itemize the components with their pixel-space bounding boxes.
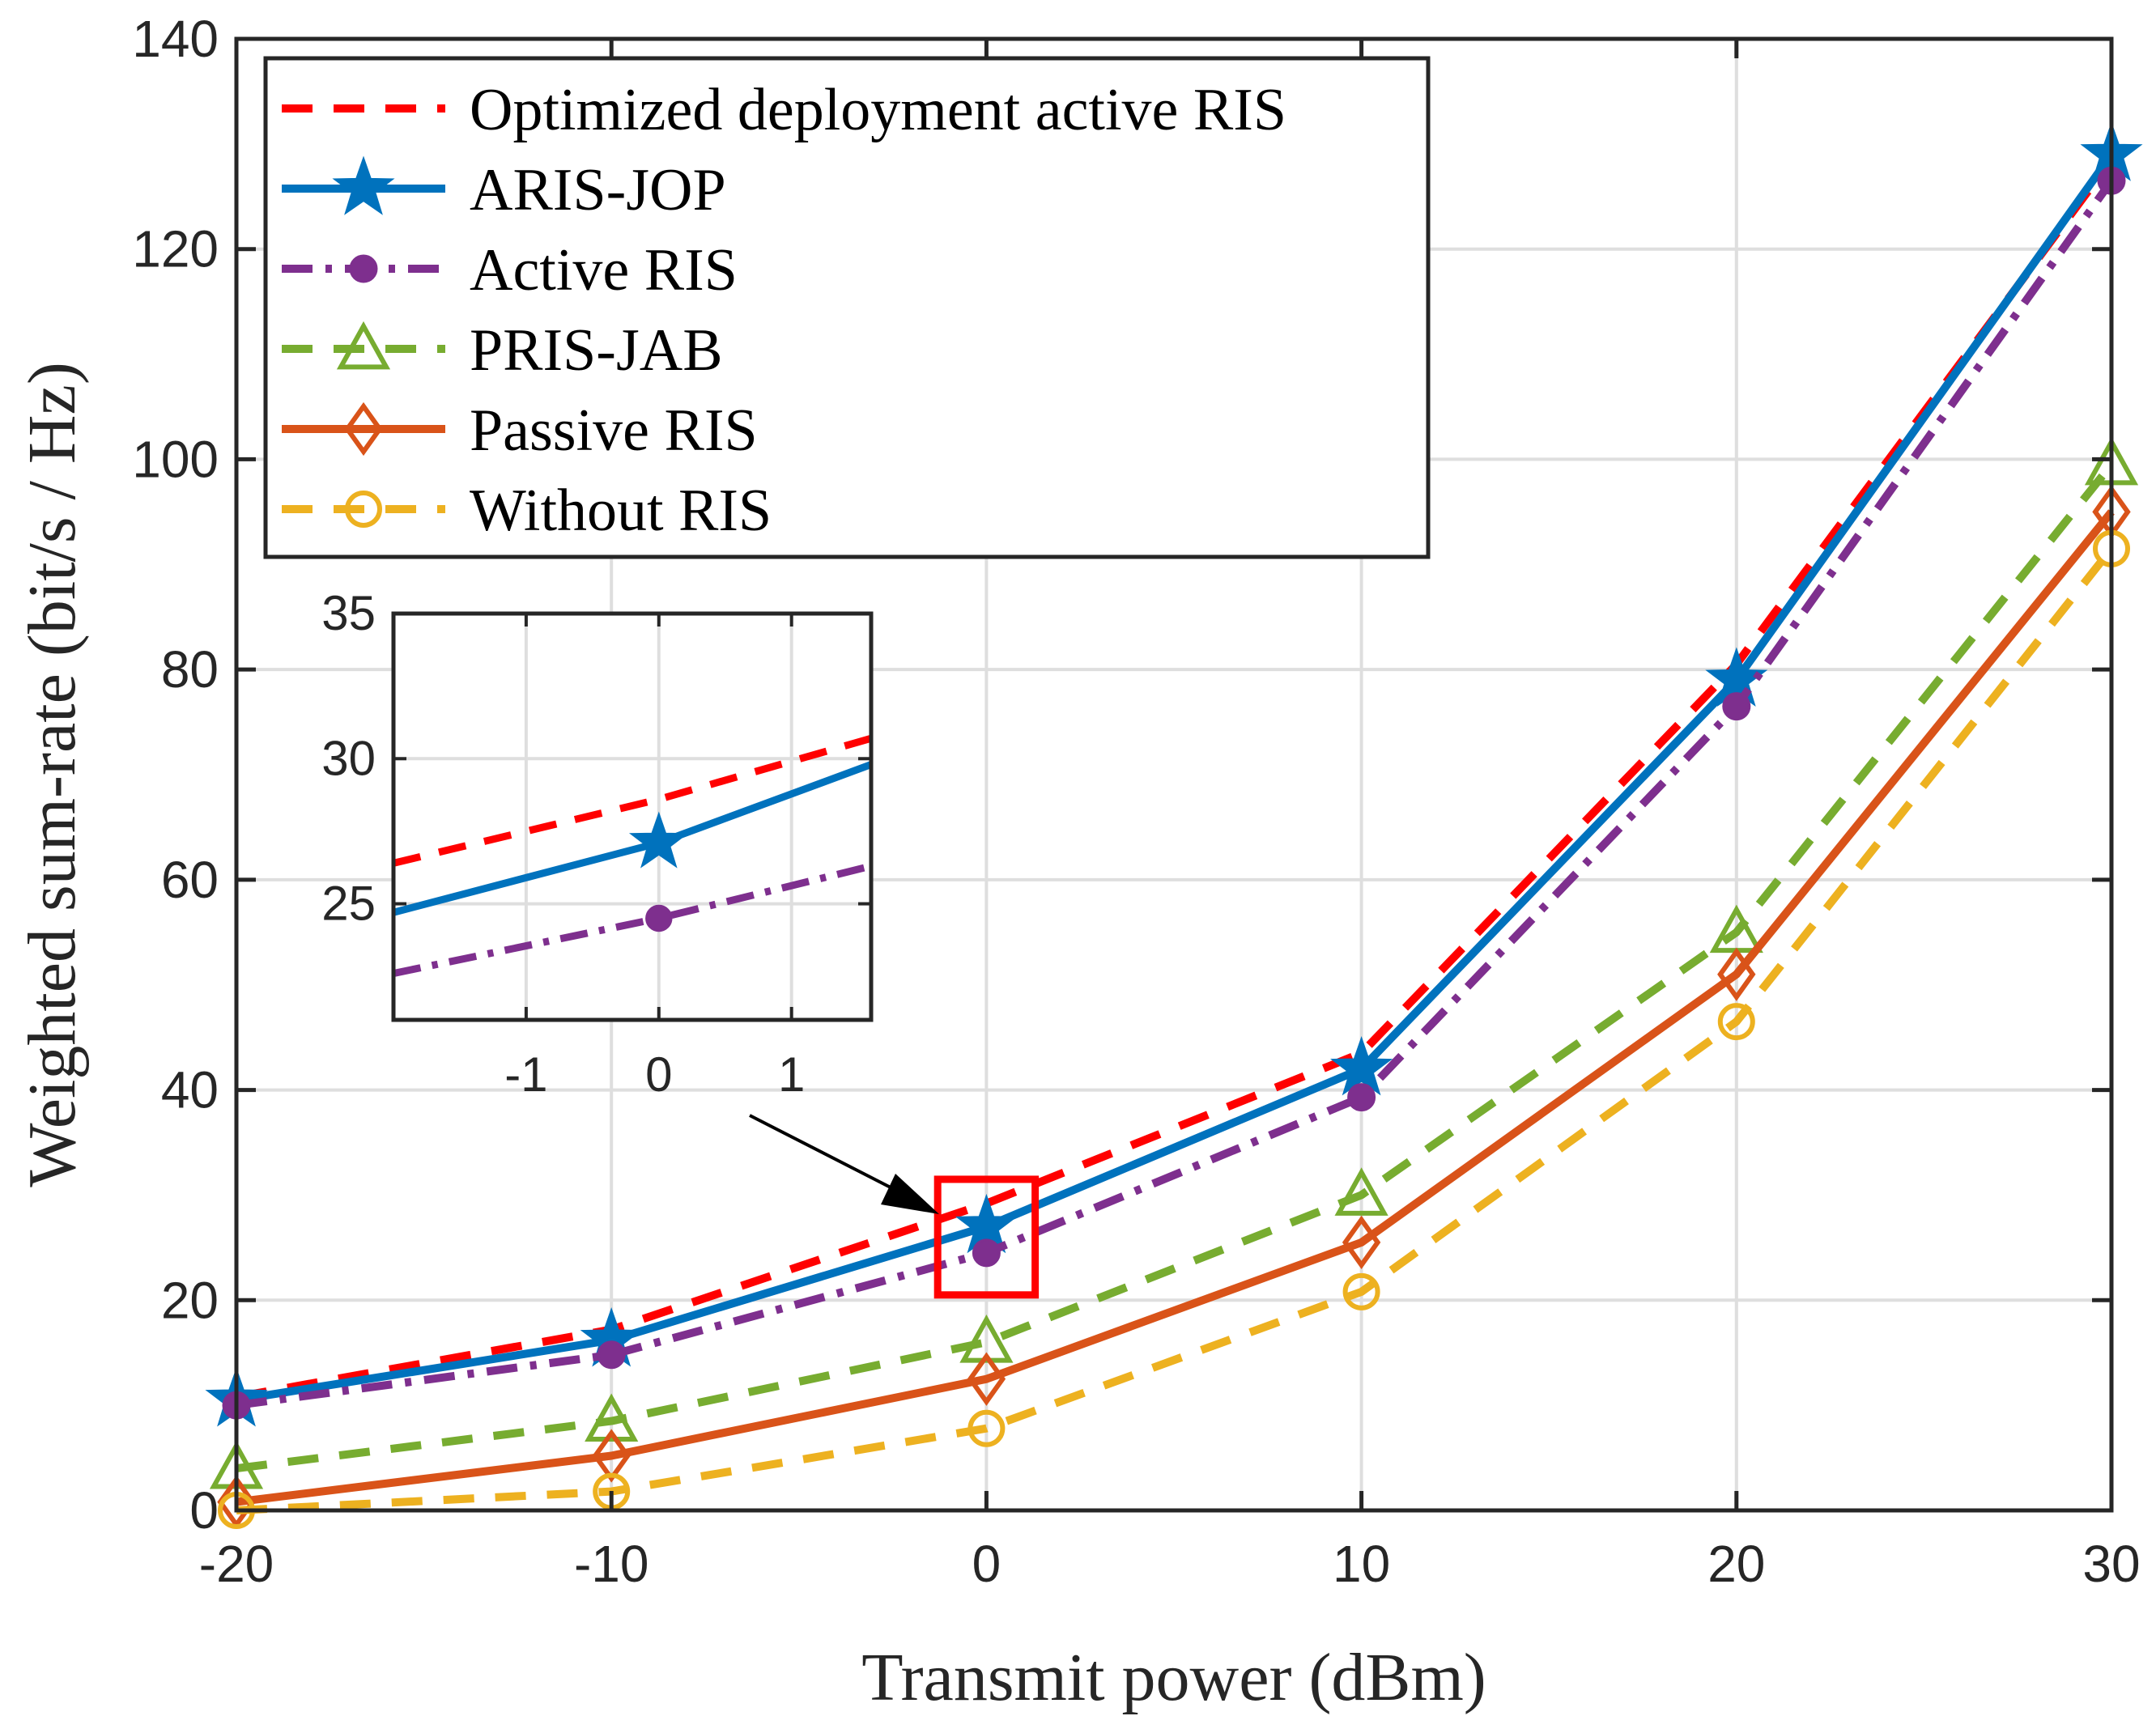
x-tick-label: 0: [972, 1535, 1001, 1593]
inset-data-point: [628, 811, 689, 869]
inset-y-tick-label: 25: [321, 877, 376, 931]
series-line: [236, 157, 2116, 1401]
x-tick-label: -10: [574, 1535, 649, 1593]
data-point: [1347, 1083, 1376, 1112]
legend-label: ARIS-JOP: [470, 157, 726, 223]
data-point: [1722, 692, 1751, 721]
data-point: [1334, 1167, 1388, 1216]
legend-label: Passive RIS: [470, 397, 758, 464]
x-tick-label: -20: [199, 1535, 274, 1593]
legend-box: [263, 56, 1431, 559]
data-point: [597, 1340, 626, 1370]
series-line: [236, 461, 2115, 1473]
x-axis-label: Transmit power (dBm): [861, 1640, 1486, 1715]
zoom-arrow-shaft: [749, 1114, 891, 1189]
legend-label: Optimized deployment active RIS: [470, 77, 1286, 143]
x-tick-label: 30: [2082, 1535, 2140, 1593]
y-tick-label: 120: [132, 220, 219, 278]
legend-entry-aris-jop: ARIS-JOP: [282, 155, 726, 223]
inset-plot: -1 0 1 25 30 35: [321, 586, 874, 1102]
data-point: [955, 1193, 1018, 1254]
inset-series-group: [393, 734, 871, 978]
data-point: [1342, 1215, 1381, 1270]
zoom-annotation: [749, 1114, 1040, 1299]
legend-entry-without-ris: Without RIS: [282, 478, 772, 544]
legend-marker: [344, 401, 383, 457]
inset-y-tick-label: 30: [321, 731, 376, 785]
inset-series-line: [393, 734, 871, 867]
series-line: [236, 546, 2115, 1514]
inset-x-tick-label: 0: [645, 1047, 672, 1102]
inset-x-tick-label: -1: [504, 1047, 547, 1102]
inset-y-tick-label: 35: [321, 586, 376, 640]
data-point: [1330, 1036, 1393, 1096]
data-point: [592, 1429, 631, 1483]
data-point: [972, 1238, 1001, 1268]
series-line: [236, 151, 2116, 1404]
legend-entry-optimized-deployment-active-ris: Optimized deployment active RIS: [282, 77, 1286, 143]
legend-marker: [345, 491, 382, 528]
legend-entry-passive-ris: Passive RIS: [282, 397, 758, 464]
y-axis-label: Weighted sum-rate (bit/s / Hz): [15, 362, 90, 1187]
legend-marker: [332, 155, 395, 215]
legend-label: Without RIS: [470, 478, 772, 544]
data-point: [1705, 647, 1768, 707]
y-tick-label: 20: [161, 1271, 219, 1329]
legend-marker: [349, 254, 378, 283]
data-point: [1717, 947, 1756, 1001]
series-active-ris: [222, 166, 2126, 1420]
plot-frame: [234, 36, 2114, 1513]
y-tick-label: 140: [132, 10, 219, 68]
y-tick-label: 0: [189, 1481, 219, 1540]
data-point: [1717, 1003, 1755, 1041]
data-point: [1342, 1272, 1380, 1310]
legend: Optimized deployment active RIS ARIS-JOP A…: [263, 56, 1431, 559]
data-point: [967, 1352, 1006, 1406]
x-tick-label: 20: [1707, 1535, 1765, 1593]
legend-label: PRIS-JAB: [470, 317, 723, 384]
series-line: [236, 509, 2115, 1506]
series-line: [236, 178, 2116, 1410]
inset-series-aris-jop: [393, 761, 871, 916]
y-tick-label: 80: [161, 640, 219, 699]
inset-x-tick-label: 1: [778, 1047, 805, 1102]
data-point: [585, 1393, 639, 1442]
data-point: [967, 1409, 1006, 1447]
zoom-box: [933, 1175, 1040, 1299]
x-tick-label: 10: [1333, 1535, 1390, 1593]
series-without-ris: [218, 529, 2130, 1529]
y-tick-label: 100: [132, 430, 219, 488]
y-tick-label: 40: [161, 1061, 219, 1119]
legend-entry-pris-jab: PRIS-JAB: [282, 317, 723, 384]
inset-series-optimized-deployment-active-ris: [393, 734, 871, 867]
legend-marker: [336, 321, 391, 370]
series-optimized-deployment-active-ris: [236, 157, 2116, 1401]
inset-frame: [391, 611, 874, 1022]
inset-data-point: [645, 904, 673, 932]
y-tick-label: 60: [161, 851, 219, 909]
inset-series-active-ris: [393, 862, 871, 978]
legend-entry-active-ris: Active RIS: [282, 237, 738, 304]
legend-label: Active RIS: [470, 237, 738, 304]
main-series-group: [205, 121, 2143, 1529]
zoom-arrow-head: [881, 1174, 939, 1214]
